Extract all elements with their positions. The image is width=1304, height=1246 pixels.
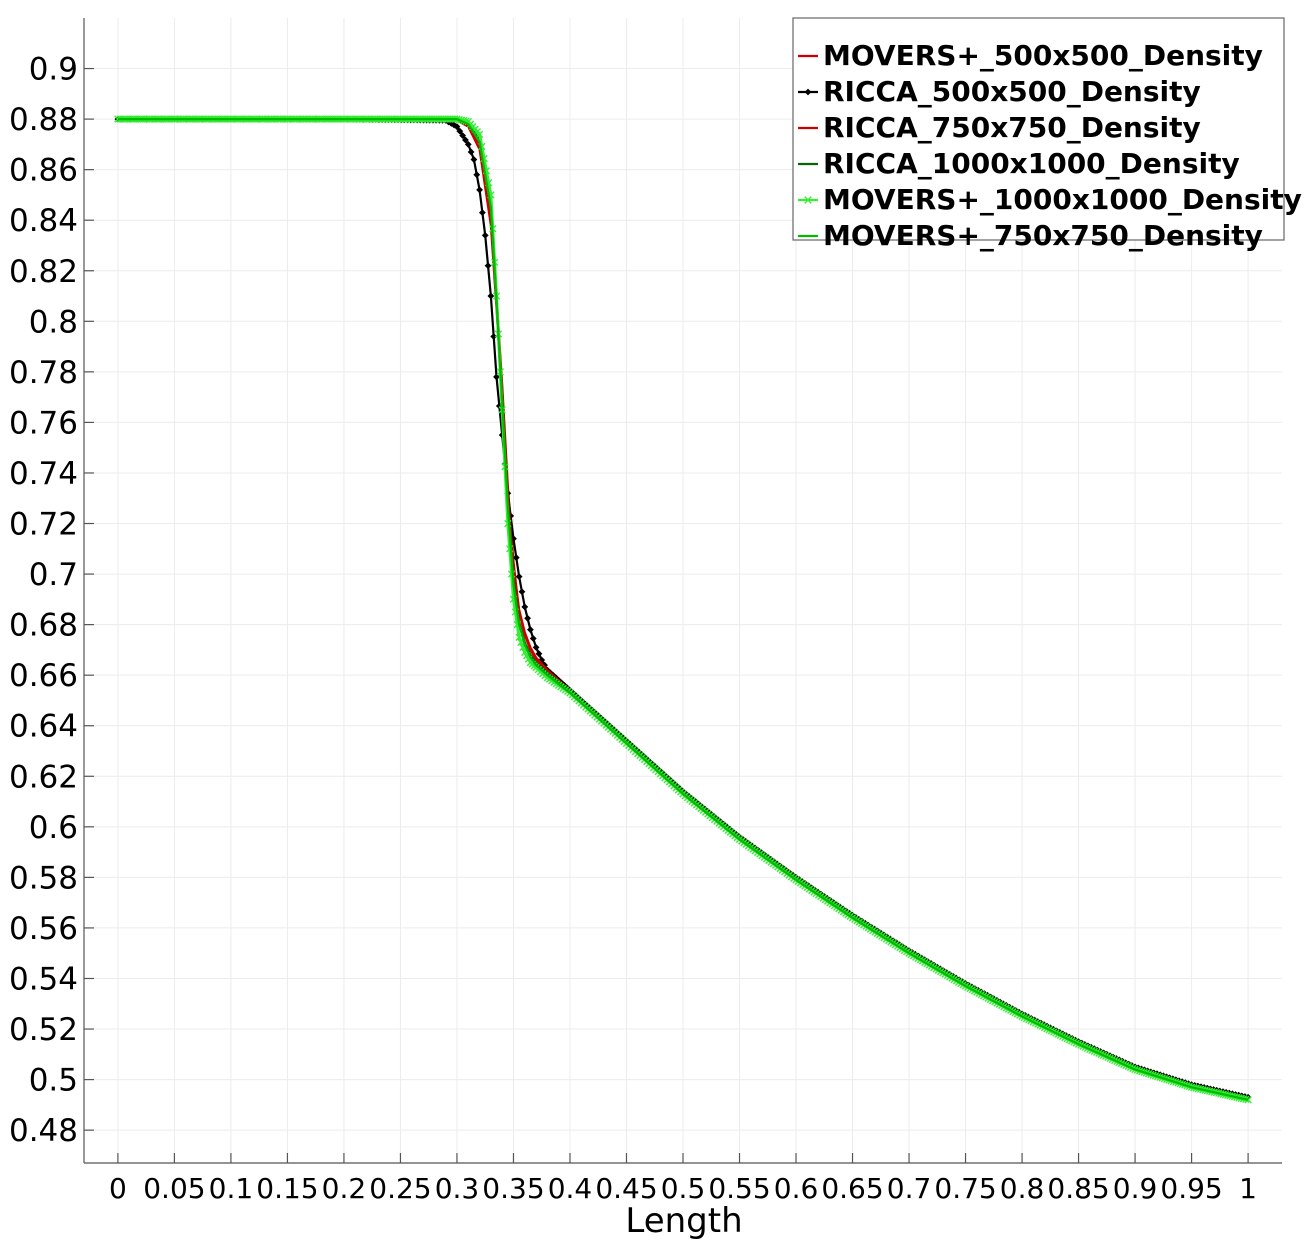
data-point-marker bbox=[493, 373, 500, 381]
y-tick-label: 0.64 bbox=[9, 709, 78, 745]
data-point-marker bbox=[532, 643, 540, 651]
data-point-marker bbox=[512, 554, 520, 562]
data-point-marker bbox=[481, 231, 489, 239]
legend-marker-x bbox=[804, 196, 812, 204]
data-point-marker bbox=[450, 121, 458, 129]
y-tick-label: 0.66 bbox=[9, 658, 78, 694]
y-tick-label: 0.54 bbox=[9, 961, 78, 997]
y-tick-label: 0.78 bbox=[9, 355, 78, 391]
x-tick-label: 0.1 bbox=[209, 1172, 254, 1205]
x-tick-label: 0.3 bbox=[435, 1172, 480, 1205]
legend-label: RICCA_500x500_Density bbox=[823, 75, 1201, 108]
x-tick-label: 0.5 bbox=[661, 1172, 706, 1205]
y-tick-label: 0.74 bbox=[9, 456, 78, 492]
x-tick-label: 1 bbox=[1239, 1172, 1257, 1205]
legend-item[interactable]: RICCA_1000x1000_Density bbox=[798, 147, 1240, 180]
y-tick-label: 0.58 bbox=[9, 860, 78, 896]
legend-marker-diamond bbox=[804, 88, 812, 96]
data-point-marker bbox=[484, 262, 492, 270]
series-movers-750x750-density bbox=[117, 117, 1249, 1101]
x-tick-label: 0.2 bbox=[322, 1172, 367, 1205]
y-tick-label: 0.6 bbox=[29, 810, 78, 846]
y-tick-label: 0.88 bbox=[9, 102, 78, 138]
data-point-marker bbox=[453, 123, 461, 131]
y-tick-label: 0.76 bbox=[9, 405, 78, 441]
y-tick-label: 0.8 bbox=[29, 304, 78, 340]
x-tick-label: 0.75 bbox=[934, 1172, 996, 1205]
series-layer bbox=[114, 115, 1252, 1104]
legend-item[interactable]: MOVERS+_500x500_Density bbox=[798, 39, 1263, 72]
x-axis-title: Length bbox=[625, 1201, 742, 1241]
data-point-marker bbox=[515, 573, 523, 580]
legend-item[interactable]: RICCA_750x750_Density bbox=[798, 111, 1201, 144]
data-point-marker bbox=[487, 292, 495, 300]
x-tick-label: 0.15 bbox=[256, 1172, 318, 1205]
series-line bbox=[117, 117, 1249, 1101]
legend[interactable]: MOVERS+_500x500_DensityRICCA_500x500_Den… bbox=[792, 17, 1302, 252]
y-tick-label: 0.48 bbox=[9, 1113, 78, 1149]
x-tick-label: 0.4 bbox=[548, 1172, 593, 1205]
y-tick-label: 0.7 bbox=[29, 557, 78, 593]
x-tick-label: 0.8 bbox=[1000, 1172, 1045, 1205]
y-tick-label: 0.68 bbox=[9, 608, 78, 644]
data-point-marker bbox=[495, 402, 503, 410]
data-point-marker bbox=[473, 171, 481, 179]
data-point-marker bbox=[529, 635, 537, 642]
data-point-marker bbox=[527, 626, 534, 634]
legend-label: MOVERS+_500x500_Density bbox=[823, 39, 1263, 72]
x-tick-label: 0.85 bbox=[1047, 1172, 1109, 1205]
data-point-marker bbox=[490, 333, 498, 340]
y-tick-label: 0.84 bbox=[9, 203, 78, 239]
x-tick-label: 0.45 bbox=[595, 1172, 657, 1205]
y-tick-label: 0.86 bbox=[9, 153, 78, 189]
y-tick-label: 0.72 bbox=[9, 507, 78, 543]
data-point-marker bbox=[456, 127, 464, 135]
data-point-marker bbox=[521, 603, 529, 611]
y-tick-label: 0.9 bbox=[29, 52, 78, 88]
y-tick-label: 0.52 bbox=[9, 1012, 78, 1048]
x-tick-label: 0.9 bbox=[1113, 1172, 1158, 1205]
x-tick-label: 0.65 bbox=[821, 1172, 883, 1205]
legend-item[interactable]: MOVERS+_1000x1000_Density bbox=[798, 183, 1302, 216]
data-point-marker bbox=[535, 650, 543, 658]
legend-item[interactable]: MOVERS+_750x750_Density bbox=[798, 219, 1263, 252]
x-tick-label: 0.7 bbox=[887, 1172, 932, 1205]
legend-label: RICCA_750x750_Density bbox=[823, 111, 1201, 144]
y-tick-label: 0.82 bbox=[9, 254, 78, 290]
x-tick-label: 0.6 bbox=[774, 1172, 819, 1205]
x-tick-label: 0.25 bbox=[369, 1172, 431, 1205]
y-tick-label: 0.5 bbox=[29, 1063, 78, 1099]
data-point-marker bbox=[476, 186, 483, 194]
x-tick-label: 0.95 bbox=[1160, 1172, 1222, 1205]
legend-label: MOVERS+_750x750_Density bbox=[823, 219, 1263, 252]
data-point-marker bbox=[470, 156, 478, 163]
legend-item[interactable]: RICCA_500x500_Density bbox=[798, 75, 1201, 108]
data-point-marker bbox=[464, 140, 472, 148]
data-point-marker bbox=[541, 661, 548, 669]
legend-label: RICCA_1000x1000_Density bbox=[823, 147, 1240, 180]
y-tick-label: 0.56 bbox=[9, 911, 78, 947]
data-point-marker bbox=[475, 130, 484, 138]
grid bbox=[84, 18, 1282, 1163]
data-point-marker bbox=[478, 209, 486, 217]
data-point-marker bbox=[518, 588, 526, 596]
legend-label: MOVERS+_1000x1000_Density bbox=[823, 183, 1302, 216]
data-point-marker bbox=[467, 148, 475, 156]
x-tick-label: 0 bbox=[109, 1172, 127, 1205]
axes: 0.48 0.5 0.52 0.54 0.56 0.58 0.6 0.62 0.64 0.66 0.… bbox=[9, 18, 1282, 1205]
x-tick-label: 0.55 bbox=[708, 1172, 770, 1205]
x-tick-label: 0.05 bbox=[143, 1172, 205, 1205]
data-point-marker bbox=[462, 136, 469, 144]
data-point-marker bbox=[524, 614, 531, 622]
legend-box bbox=[792, 17, 1285, 241]
x-tick-label: 0.35 bbox=[482, 1172, 544, 1205]
y-tick-label: 0.62 bbox=[9, 759, 78, 795]
data-point-marker bbox=[459, 132, 467, 139]
